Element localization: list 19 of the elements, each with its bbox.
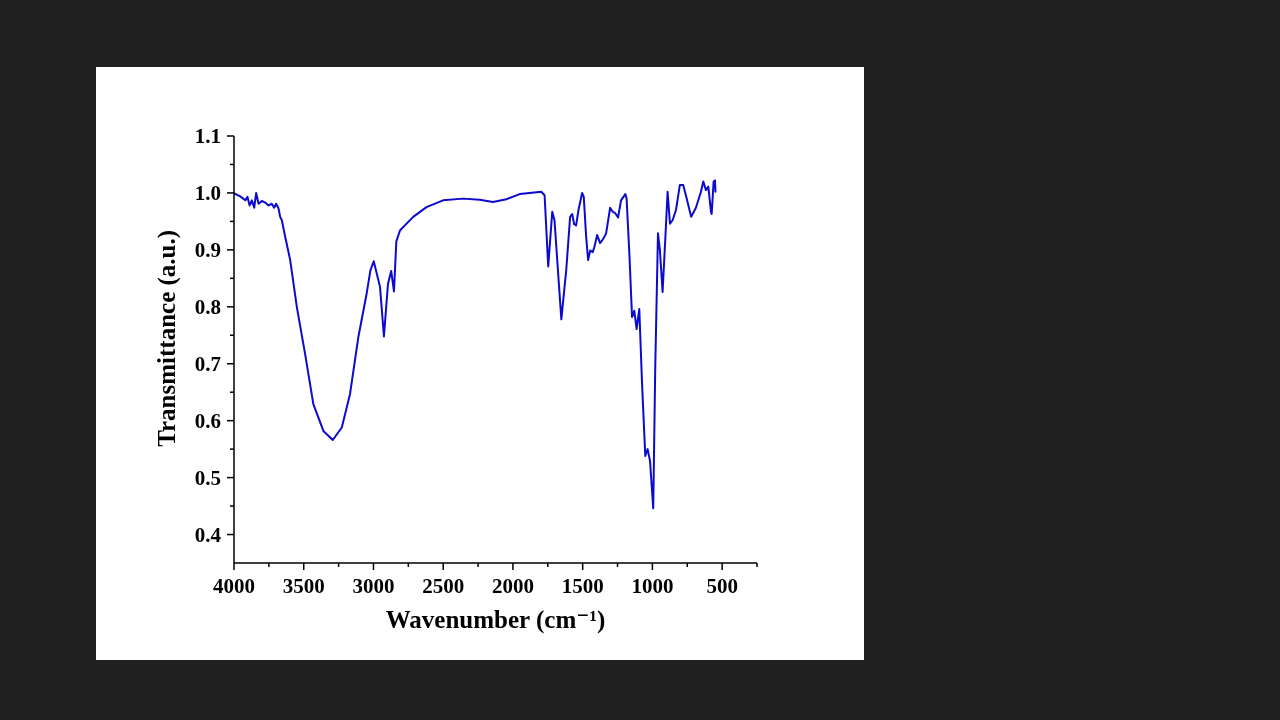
y-tick-label: 1.1 <box>194 124 221 149</box>
line-series <box>234 179 717 510</box>
y-tick-label: 0.4 <box>194 522 222 547</box>
x-tick-label: 1000 <box>631 573 674 598</box>
x-tick-label: 1500 <box>561 573 604 598</box>
y-tick-label: 0.9 <box>194 238 221 263</box>
y-tick-label: 0.7 <box>194 352 221 377</box>
y-tick-label: 1.0 <box>194 181 221 206</box>
x-tick-label: 3000 <box>352 573 395 598</box>
y-axis-title: Transmittance (a.u.) <box>152 229 181 447</box>
x-tick-label: 2500 <box>422 573 465 598</box>
x-tick-label: 500 <box>706 573 738 598</box>
x-tick-label: 3500 <box>282 573 325 598</box>
x-axis-title: Wavenumber (cm⁻¹) <box>385 606 606 634</box>
y-tick-label: 0.8 <box>194 295 221 320</box>
y-tick-label: 0.6 <box>194 409 221 434</box>
x-tick-label: 4000 <box>213 573 255 598</box>
y-tick-label: 0.5 <box>194 465 221 490</box>
x-tick-label: 2000 <box>491 573 534 598</box>
